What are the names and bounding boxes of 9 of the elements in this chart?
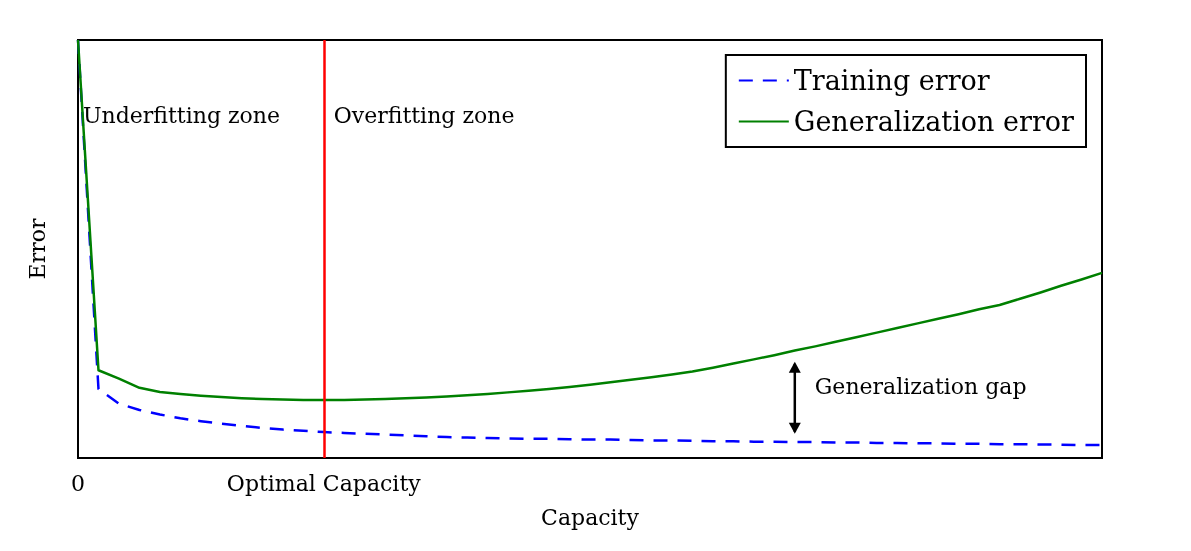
x-tick-label: Optimal Capacity <box>226 470 422 496</box>
annotation: Overfitting zone <box>333 102 515 128</box>
x-tick-label: 0 <box>71 470 85 496</box>
y-axis-title: Error <box>24 218 50 280</box>
legend-label: Training error <box>793 65 990 96</box>
legend-label: Generalization error <box>793 106 1075 137</box>
x-axis-title: Capacity <box>541 504 640 530</box>
annotation: Generalization gap <box>814 374 1027 400</box>
annotation: Underfitting zone <box>83 102 280 128</box>
